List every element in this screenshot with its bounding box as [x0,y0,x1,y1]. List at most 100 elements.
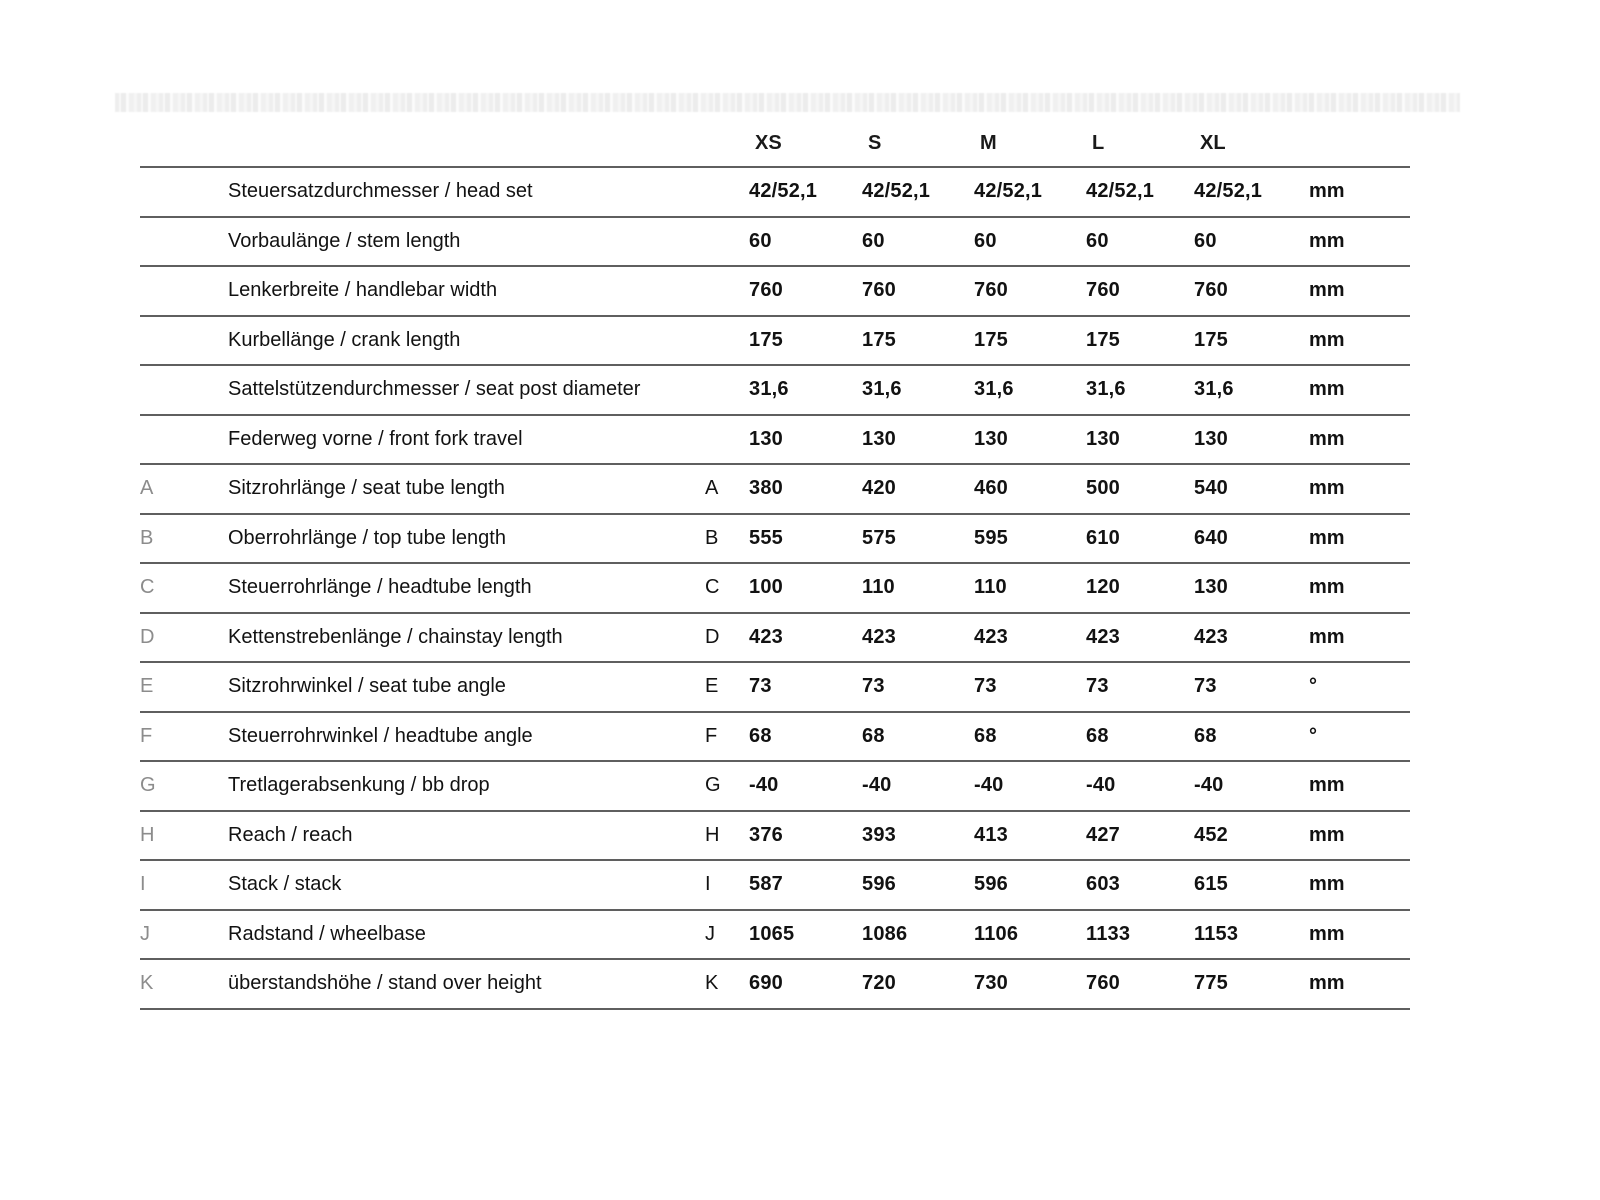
value-l: 73 [1086,662,1194,713]
dimension-label: Steuerrohrlänge / headtube length [228,563,705,614]
value-unit: ° [1309,662,1410,713]
value-s: 596 [862,860,974,911]
value-m: 760 [974,266,1086,317]
dimension-label: Sitzrohrwinkel / seat tube angle [228,662,705,713]
table-row: Federweg vorne / front fork travel 130 1… [140,414,1410,465]
dimension-letter-gray: I [140,860,228,911]
value-unit: mm [1309,216,1410,267]
table-row: Kurbellänge / crank length 175 175 175 1… [140,315,1410,366]
value-m: -40 [974,761,1086,812]
size-header-row: XS S M L XL [140,121,1410,168]
value-xs: 587 [749,860,862,911]
value-unit: mm [1309,365,1410,416]
value-unit: ° [1309,711,1410,762]
value-xl: 73 [1194,662,1309,713]
dimension-label: Vorbaulänge / stem length [228,216,705,267]
dimension-letter [705,266,749,317]
table-row: C Steuerrohrlänge / headtube length C 10… [140,563,1410,614]
table-row: H Reach / reach H 376 393 413 427 452 mm [140,810,1410,861]
value-l: 500 [1086,464,1194,515]
value-l: 175 [1086,315,1194,366]
value-xs: 60 [749,216,862,267]
value-unit: mm [1309,266,1410,317]
dimension-letter-gray [140,167,228,218]
value-xl: 540 [1194,464,1309,515]
table-row: Steuersatzdurchmesser / head set 42/52,1… [140,167,1410,218]
value-unit: mm [1309,315,1410,366]
value-xs: -40 [749,761,862,812]
size-header-xl: XL [1194,121,1309,168]
table-row: D Kettenstrebenlänge / chainstay length … [140,612,1410,663]
header-spacer-letter2 [705,121,749,168]
dimension-label: überstandshöhe / stand over height [228,959,705,1010]
dimension-letter: G [705,761,749,812]
value-xs: 175 [749,315,862,366]
value-xs: 100 [749,563,862,614]
value-unit: mm [1309,414,1410,465]
value-l: 42/52,1 [1086,167,1194,218]
value-s: 720 [862,959,974,1010]
dimension-label: Sattelstützendurchmesser / seat post dia… [228,365,705,416]
value-xl: 452 [1194,810,1309,861]
value-m: 460 [974,464,1086,515]
value-s: 31,6 [862,365,974,416]
dimension-letter [705,414,749,465]
value-xl: 175 [1194,315,1309,366]
geometry-table: XS S M L XL Steuersatzdurchmesser / head… [140,121,1410,1010]
dimension-label: Stack / stack [228,860,705,911]
dimension-letter-gray [140,315,228,366]
table-row: Lenkerbreite / handlebar width 760 760 7… [140,266,1410,317]
value-m: 423 [974,612,1086,663]
dimension-letter: D [705,612,749,663]
value-xs: 690 [749,959,862,1010]
value-unit: mm [1309,810,1410,861]
dimension-letter-gray: G [140,761,228,812]
value-l: 760 [1086,266,1194,317]
table-row: E Sitzrohrwinkel / seat tube angle E 73 … [140,662,1410,713]
dimension-label: Kettenstrebenlänge / chainstay length [228,612,705,663]
dimension-label: Lenkerbreite / handlebar width [228,266,705,317]
value-l: 130 [1086,414,1194,465]
size-header-m: M [974,121,1086,168]
dimension-label: Kurbellänge / crank length [228,315,705,366]
value-m: 31,6 [974,365,1086,416]
value-xs: 423 [749,612,862,663]
table-row: G Tretlagerabsenkung / bb drop G -40 -40… [140,761,1410,812]
value-m: 110 [974,563,1086,614]
dimension-letter [705,167,749,218]
value-xs: 376 [749,810,862,861]
value-xs: 42/52,1 [749,167,862,218]
value-xl: 42/52,1 [1194,167,1309,218]
value-xl: 760 [1194,266,1309,317]
dimension-label: Steuerrohrwinkel / headtube angle [228,711,705,762]
value-l: 1133 [1086,909,1194,960]
dimension-letter [705,216,749,267]
table-row: F Steuerrohrwinkel / headtube angle F 68… [140,711,1410,762]
value-xl: 68 [1194,711,1309,762]
value-s: 60 [862,216,974,267]
dimension-letter-gray [140,414,228,465]
value-s: 1086 [862,909,974,960]
value-s: 130 [862,414,974,465]
value-unit: mm [1309,959,1410,1010]
value-l: 427 [1086,810,1194,861]
value-s: 68 [862,711,974,762]
table-row: Vorbaulänge / stem length 60 60 60 60 60… [140,216,1410,267]
value-xs: 68 [749,711,862,762]
dimension-letter: I [705,860,749,911]
value-unit: mm [1309,909,1410,960]
dimension-letter-gray: A [140,464,228,515]
header-spacer-letter [140,121,228,168]
dimension-letter-gray: B [140,513,228,564]
value-s: 175 [862,315,974,366]
value-l: 610 [1086,513,1194,564]
value-l: 31,6 [1086,365,1194,416]
dimension-letter-gray: F [140,711,228,762]
dimension-label: Sitzrohrlänge / seat tube length [228,464,705,515]
dimension-letter-gray [140,365,228,416]
value-unit: mm [1309,612,1410,663]
value-xl: 130 [1194,414,1309,465]
dimension-letter: A [705,464,749,515]
value-s: 420 [862,464,974,515]
